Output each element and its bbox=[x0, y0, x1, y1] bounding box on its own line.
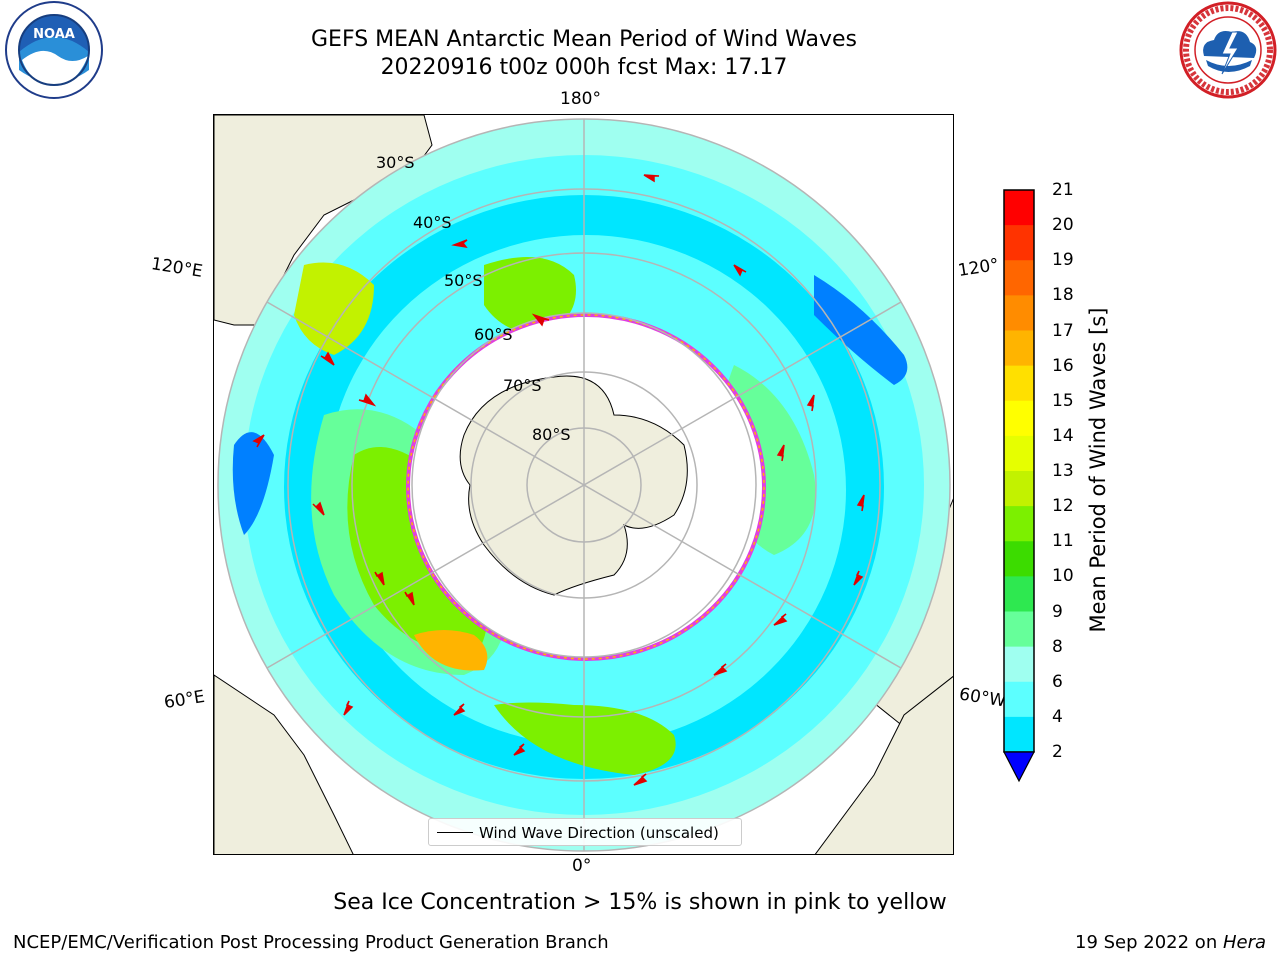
wave-arrow bbox=[404, 591, 415, 606]
colorbar-tick-label: 12 bbox=[1052, 496, 1074, 517]
nws-logo bbox=[1179, 1, 1277, 99]
land-africa bbox=[214, 674, 354, 854]
sea-ice-edge-yellow bbox=[407, 314, 765, 660]
wave-arrow bbox=[451, 239, 468, 249]
polar-map bbox=[214, 115, 953, 854]
lon-label-120w: 120° bbox=[956, 254, 1001, 282]
colorbar-segment bbox=[1004, 646, 1034, 683]
lon-label-60e: 60°E bbox=[162, 686, 207, 714]
colorbar-tick-label: 11 bbox=[1052, 531, 1074, 552]
colorbar-segment bbox=[1004, 260, 1034, 296]
colorbar-segment bbox=[1004, 716, 1034, 753]
footer-host: Hera bbox=[1222, 932, 1266, 953]
sea-ice-note: Sea Ice Concentration > 15% is shown in … bbox=[333, 890, 947, 915]
land-south-america-east bbox=[814, 675, 953, 854]
colorbar-tick-label: 9 bbox=[1052, 601, 1063, 622]
map-panel bbox=[213, 114, 954, 855]
wave-arrow bbox=[343, 700, 354, 716]
wave-patch-blue-ne bbox=[814, 275, 908, 385]
colorbar-tick-label: 10 bbox=[1052, 566, 1074, 587]
wave-arrow bbox=[853, 570, 864, 586]
colorbar-tick-label: 14 bbox=[1052, 425, 1074, 446]
lat-label-70s: 70°S bbox=[503, 376, 542, 395]
footer-date: 19 Sep 2022 on Hera bbox=[1075, 932, 1266, 953]
colorbar-tick-label: 19 bbox=[1052, 250, 1074, 271]
colorbar bbox=[1003, 189, 1035, 783]
colorbar-segment bbox=[1004, 681, 1034, 718]
legend-line-swatch bbox=[437, 832, 473, 833]
wave-arrow bbox=[776, 444, 785, 462]
lon-label-0: 0° bbox=[572, 856, 592, 876]
wave-patch-indian-peak bbox=[414, 630, 488, 671]
colorbar-tick-label: 16 bbox=[1052, 355, 1074, 376]
chart-title: GEFS MEAN Antarctic Mean Period of Wind … bbox=[311, 27, 857, 52]
colorbar-segment bbox=[1004, 225, 1034, 261]
colorbar-segment bbox=[1004, 471, 1034, 507]
colorbar-tick-label: 18 bbox=[1052, 285, 1074, 306]
noaa-logo-text: NOAA bbox=[33, 27, 75, 42]
wave-arrow bbox=[531, 313, 550, 327]
colorbar-tick-label: 15 bbox=[1052, 390, 1074, 411]
colorbar-tick-label: 2 bbox=[1052, 742, 1063, 762]
chart-subtitle: 20220916 t00z 000h fcst Max: 17.17 bbox=[380, 55, 788, 80]
colorbar-segment bbox=[1004, 365, 1034, 402]
land-australia bbox=[214, 115, 433, 326]
lat-label-30s: 30°S bbox=[376, 153, 415, 172]
wave-arrow bbox=[733, 264, 747, 277]
colorbar-tick-label: 21 bbox=[1052, 180, 1074, 200]
wave-arrow bbox=[252, 434, 265, 448]
lat-label-60s: 60°S bbox=[474, 325, 513, 344]
colorbar-segment bbox=[1004, 190, 1034, 226]
wave-arrow bbox=[643, 174, 660, 183]
lat-label-40s: 40°S bbox=[413, 213, 452, 232]
wave-arrow bbox=[713, 663, 728, 676]
colorbar-tick-label: 8 bbox=[1052, 636, 1063, 657]
wave-arrow bbox=[374, 571, 385, 586]
wave-arrow bbox=[633, 773, 648, 786]
colorbar-extend-min bbox=[1003, 751, 1035, 783]
footer-date-text: 19 Sep 2022 on bbox=[1075, 932, 1223, 953]
colorbar-tick-label: 17 bbox=[1052, 320, 1074, 341]
colorbar-segment bbox=[1004, 576, 1034, 612]
colorbar-segment bbox=[1004, 506, 1034, 542]
lon-label-60w: 60°W bbox=[957, 684, 1008, 712]
lat-label-80s: 80°S bbox=[532, 425, 571, 444]
noaa-logo: NOAA bbox=[5, 1, 103, 99]
legend-label: Wind Wave Direction (unscaled) bbox=[479, 824, 719, 842]
wave-arrow bbox=[773, 613, 788, 626]
wave-arrow bbox=[806, 394, 815, 412]
meridian-60e-120w bbox=[266, 301, 902, 669]
colorbar-segment bbox=[1004, 295, 1034, 331]
wave-patch-australia-south bbox=[294, 262, 374, 355]
colorbar-segment bbox=[1004, 435, 1034, 472]
footer-credit: NCEP/EMC/Verification Post Processing Pr… bbox=[13, 932, 609, 953]
colorbar-segment bbox=[1004, 611, 1034, 648]
wave-direction-arrows bbox=[252, 174, 865, 786]
colorbar-segment bbox=[1004, 541, 1034, 577]
graticule bbox=[217, 118, 951, 852]
colorbar-segment bbox=[1004, 330, 1034, 367]
colorbar-segments bbox=[1004, 190, 1034, 753]
colorbar-tick-label: 4 bbox=[1052, 706, 1063, 727]
wave-arrow bbox=[856, 494, 865, 512]
colorbar-tick-label: 6 bbox=[1052, 671, 1063, 692]
colorbar-label: Mean Period of Wind Waves [s] bbox=[1086, 307, 1110, 633]
wave-arrow bbox=[312, 501, 325, 516]
colorbar-tick-label: 13 bbox=[1052, 461, 1074, 481]
wave-arrow bbox=[453, 703, 466, 716]
colorbar-tick-label: 20 bbox=[1052, 215, 1074, 236]
lat-label-50s: 50°S bbox=[444, 271, 483, 290]
colorbar-segment bbox=[1004, 400, 1034, 437]
lon-label-120e: 120°E bbox=[149, 254, 204, 282]
land-antarctica bbox=[459, 375, 688, 596]
wave-patch-south-atlantic bbox=[494, 702, 676, 775]
wave-patch-blue-edge bbox=[232, 432, 274, 535]
lon-label-180: 180° bbox=[560, 89, 601, 109]
map-legend: Wind Wave Direction (unscaled) bbox=[428, 818, 742, 846]
wave-arrow bbox=[513, 743, 526, 756]
wave-arrow bbox=[320, 351, 335, 366]
wave-arrow bbox=[358, 393, 377, 407]
